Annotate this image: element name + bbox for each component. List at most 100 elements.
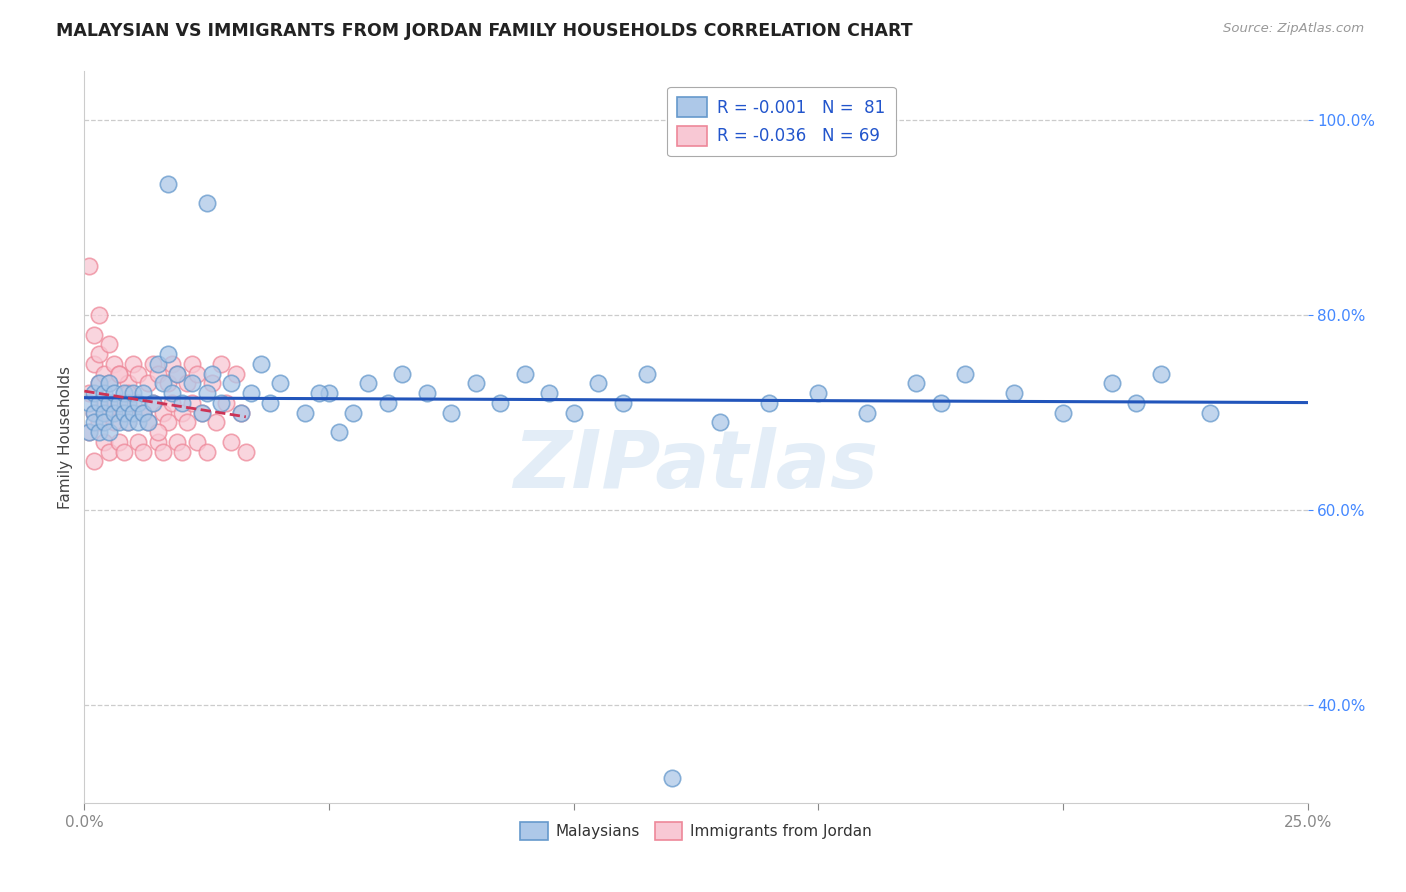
Point xyxy=(97,376,120,391)
Point xyxy=(1125,396,1147,410)
Point xyxy=(107,367,129,381)
Point xyxy=(107,434,129,449)
Point xyxy=(132,386,155,401)
Point xyxy=(176,416,198,430)
Point xyxy=(636,367,658,381)
Point xyxy=(209,357,232,371)
Point xyxy=(156,177,179,191)
Point xyxy=(136,376,159,391)
Point xyxy=(97,444,120,458)
Point xyxy=(156,416,179,430)
Point xyxy=(142,396,165,410)
Point xyxy=(181,396,204,410)
Point xyxy=(166,367,188,381)
Point xyxy=(391,367,413,381)
Point xyxy=(181,376,204,391)
Point xyxy=(97,406,120,420)
Point xyxy=(464,376,486,391)
Point xyxy=(132,444,155,458)
Point xyxy=(103,357,125,371)
Point xyxy=(93,367,115,381)
Point xyxy=(209,396,232,410)
Point xyxy=(142,357,165,371)
Point xyxy=(200,376,222,391)
Point xyxy=(107,416,129,430)
Point xyxy=(1198,406,1220,420)
Point xyxy=(342,406,364,420)
Point xyxy=(103,396,125,410)
Point xyxy=(195,386,218,401)
Point xyxy=(117,396,139,410)
Point xyxy=(97,425,120,440)
Y-axis label: Family Households: Family Households xyxy=(58,366,73,508)
Point xyxy=(87,376,110,391)
Point xyxy=(146,357,169,371)
Point xyxy=(229,406,252,420)
Point xyxy=(294,406,316,420)
Point xyxy=(97,376,120,391)
Point xyxy=(97,396,120,410)
Point xyxy=(219,376,242,391)
Point xyxy=(127,434,149,449)
Point xyxy=(112,406,135,420)
Point xyxy=(166,434,188,449)
Point xyxy=(83,406,105,420)
Point xyxy=(83,386,105,401)
Point xyxy=(146,425,169,440)
Point xyxy=(1101,376,1123,391)
Point xyxy=(132,406,155,420)
Point xyxy=(103,386,125,401)
Point xyxy=(93,434,115,449)
Point xyxy=(117,416,139,430)
Point xyxy=(77,425,100,440)
Point xyxy=(176,376,198,391)
Point xyxy=(87,376,110,391)
Point xyxy=(172,444,194,458)
Point xyxy=(83,357,105,371)
Point xyxy=(205,416,228,430)
Point xyxy=(122,396,145,410)
Point xyxy=(136,416,159,430)
Point xyxy=(93,396,115,410)
Point xyxy=(416,386,439,401)
Point xyxy=(195,444,218,458)
Point xyxy=(122,386,145,401)
Point xyxy=(807,386,830,401)
Point xyxy=(661,772,683,786)
Point xyxy=(107,396,129,410)
Point xyxy=(259,396,281,410)
Point xyxy=(156,347,179,361)
Point xyxy=(249,357,271,371)
Point xyxy=(215,396,238,410)
Point xyxy=(103,416,125,430)
Point xyxy=(709,416,731,430)
Point xyxy=(162,386,184,401)
Point xyxy=(1150,367,1173,381)
Point xyxy=(83,416,105,430)
Point xyxy=(191,406,214,420)
Point xyxy=(83,406,105,420)
Point xyxy=(107,367,129,381)
Point xyxy=(513,367,536,381)
Point xyxy=(132,406,155,420)
Point xyxy=(152,444,174,458)
Point xyxy=(440,406,463,420)
Point xyxy=(953,367,976,381)
Point xyxy=(132,406,155,420)
Point xyxy=(186,367,208,381)
Point xyxy=(377,396,399,410)
Point xyxy=(586,376,609,391)
Point xyxy=(562,406,585,420)
Point xyxy=(235,444,257,458)
Point xyxy=(87,425,110,440)
Point xyxy=(146,434,169,449)
Point xyxy=(758,396,780,410)
Point xyxy=(156,376,179,391)
Point xyxy=(97,337,120,351)
Point xyxy=(162,357,184,371)
Point xyxy=(162,396,184,410)
Point xyxy=(195,196,218,211)
Point xyxy=(172,396,194,410)
Point xyxy=(152,376,174,391)
Point xyxy=(308,386,330,401)
